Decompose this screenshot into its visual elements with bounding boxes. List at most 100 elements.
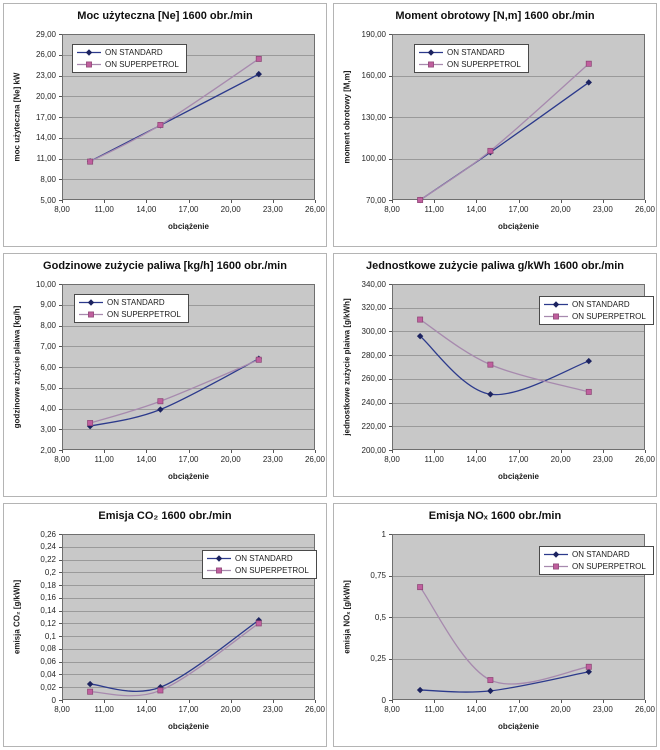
chart-cell-4: Jednostkowe zużycie paliwa g/kWh 1600 ob… — [330, 250, 660, 500]
data-point-marker-diamond — [215, 555, 223, 562]
x-tick-label: 17,00 — [178, 455, 199, 464]
chart-cell-2: Moment obrotowy [N,m] 1600 obr./min 70,00… — [330, 0, 660, 250]
legend-item: ON SUPERPETROL — [77, 59, 179, 70]
x-tick-label: 26,00 — [304, 455, 326, 464]
y-tick-label: 0,14 — [40, 606, 56, 616]
x-tick-label: 26,00 — [304, 205, 326, 214]
chart-title: Emisja CO₂ 1600 obr./min — [98, 510, 232, 522]
y-tick-label: 3,00 — [40, 424, 56, 434]
chart-title: Jednostkowe zużycie paliwa g/kWh 1600 ob… — [366, 260, 624, 272]
y-tick-label: 200,00 — [361, 445, 386, 455]
legend-label: ON SUPERPETROL — [447, 60, 521, 69]
x-tick-label: 14,00 — [466, 205, 487, 214]
y-axis-title: godzinowe zużycie plaiwa [kg/h] — [12, 305, 22, 429]
data-point-marker-diamond — [86, 680, 94, 688]
legend-line-marker-icon — [544, 313, 568, 320]
x-tick-label: 11,00 — [94, 705, 114, 714]
legend-line-marker-icon — [79, 299, 103, 306]
x-tick-label: 23,00 — [592, 455, 613, 464]
y-tick-label: 0,24 — [40, 542, 56, 552]
y-tick-label: 6,00 — [40, 362, 56, 372]
y-tick-label: 190,00 — [361, 29, 386, 39]
legend-line-marker-icon — [207, 555, 231, 562]
data-point-marker-square — [87, 420, 94, 426]
y-tick-label: 160,00 — [361, 71, 386, 80]
y-tick-label: 0,1 — [44, 631, 56, 641]
legend-label: ON SUPERPETROL — [105, 60, 179, 69]
y-axis-title: moment obrotowy [M,m] — [342, 70, 352, 164]
x-tick-label: 11,00 — [94, 205, 114, 214]
legend-item: ON STANDARD — [207, 553, 309, 564]
y-tick-label: 11,00 — [36, 154, 56, 163]
y-tick-label: 0,02 — [40, 682, 56, 692]
x-tick-label: 20,00 — [550, 455, 571, 464]
y-tick-label: 10,00 — [35, 279, 56, 289]
x-tick-label: 20,00 — [550, 705, 571, 714]
y-axis-title: emisja NOₓ [g/kWh] — [342, 580, 352, 654]
chart-cell-3: Godzinowe zużycie paliwa [kg/h] 1600 obr… — [0, 250, 330, 500]
data-point-marker-square — [86, 61, 92, 68]
data-point-marker-square — [553, 563, 559, 570]
y-tick-label: 17,00 — [35, 112, 56, 122]
legend-label: ON SUPERPETROL — [572, 312, 646, 321]
legend-item: ON SUPERPETROL — [544, 311, 646, 322]
y-tick-label: 8,00 — [40, 174, 56, 184]
x-tick-label: 14,00 — [136, 205, 157, 214]
y-tick-label: 5,00 — [40, 383, 56, 393]
data-point-marker-square — [487, 147, 494, 154]
y-axis-title: emisja CO₂ [g/kWh] — [12, 579, 22, 655]
y-tick-label: 260,00 — [361, 374, 386, 384]
x-tick-label: 11,00 — [94, 455, 114, 464]
x-tick-label: 11,00 — [424, 455, 444, 464]
y-tick-label: 8,00 — [40, 321, 56, 330]
x-axis-title: obciążenie — [168, 222, 209, 231]
x-axis-title: obciążenie — [498, 722, 539, 731]
x-tick-label: 17,00 — [508, 705, 529, 714]
data-point-marker-square — [553, 313, 559, 320]
x-tick-label: 26,00 — [304, 705, 326, 714]
data-point-marker-square — [417, 197, 424, 203]
x-tick-label: 8,00 — [384, 455, 400, 464]
chart-title: Moc użyteczna [Ne] 1600 obr./min — [77, 10, 253, 22]
legend-item: ON STANDARD — [419, 47, 521, 58]
chart-panel-3: Godzinowe zużycie paliwa [kg/h] 1600 obr… — [3, 253, 327, 497]
y-axis-title: jednostkowe zużycie plaiwa [g/kWh] — [342, 298, 352, 436]
y-tick-label: 0,18 — [40, 580, 56, 590]
legend-label: ON SUPERPETROL — [572, 562, 646, 571]
y-tick-label: 0,25 — [370, 654, 386, 663]
x-tick-label: 17,00 — [508, 455, 529, 464]
y-tick-label: 1 — [381, 529, 386, 539]
legend-item: ON STANDARD — [79, 297, 181, 308]
y-tick-label: 130,00 — [361, 112, 386, 122]
legend-line-marker-icon — [77, 61, 101, 68]
x-axis-title: obciążenie — [498, 472, 539, 481]
legend-item: ON STANDARD — [544, 549, 646, 560]
y-tick-label: 9,00 — [40, 300, 56, 310]
x-tick-label: 20,00 — [220, 455, 241, 464]
data-point-marker-diamond — [87, 299, 95, 306]
y-tick-label: 7,00 — [40, 341, 56, 351]
x-tick-label: 8,00 — [384, 205, 400, 214]
data-point-marker-diamond — [552, 551, 560, 558]
x-tick-label: 14,00 — [136, 705, 157, 714]
x-tick-label: 23,00 — [592, 205, 613, 214]
x-tick-label: 14,00 — [466, 705, 487, 714]
y-tick-label: 0,06 — [40, 657, 56, 667]
x-tick-label: 26,00 — [634, 455, 656, 464]
legend-line-marker-icon — [419, 49, 443, 56]
y-tick-label: 0,26 — [40, 529, 56, 539]
y-tick-label: 14,00 — [35, 133, 56, 143]
data-point-marker-diamond — [427, 49, 435, 56]
data-point-marker-diamond — [552, 301, 560, 308]
y-axis-title: moc użyteczna [Ne] kW — [12, 72, 22, 162]
data-point-marker-square — [88, 311, 94, 318]
x-tick-label: 20,00 — [220, 705, 241, 714]
chart-panel-2: Moment obrotowy [N,m] 1600 obr./min 70,00… — [333, 3, 657, 247]
x-tick-label: 23,00 — [262, 705, 283, 714]
data-point-marker-square — [255, 620, 262, 627]
chart-cell-5: Emisja CO₂ 1600 obr./min 0 0,02 0,04 0,06 0,0… — [0, 500, 330, 750]
y-tick-label: 0 — [381, 695, 386, 705]
y-tick-label: 0 — [51, 695, 56, 705]
legend: ON STANDARD ON SUPERPETROL — [72, 44, 187, 73]
